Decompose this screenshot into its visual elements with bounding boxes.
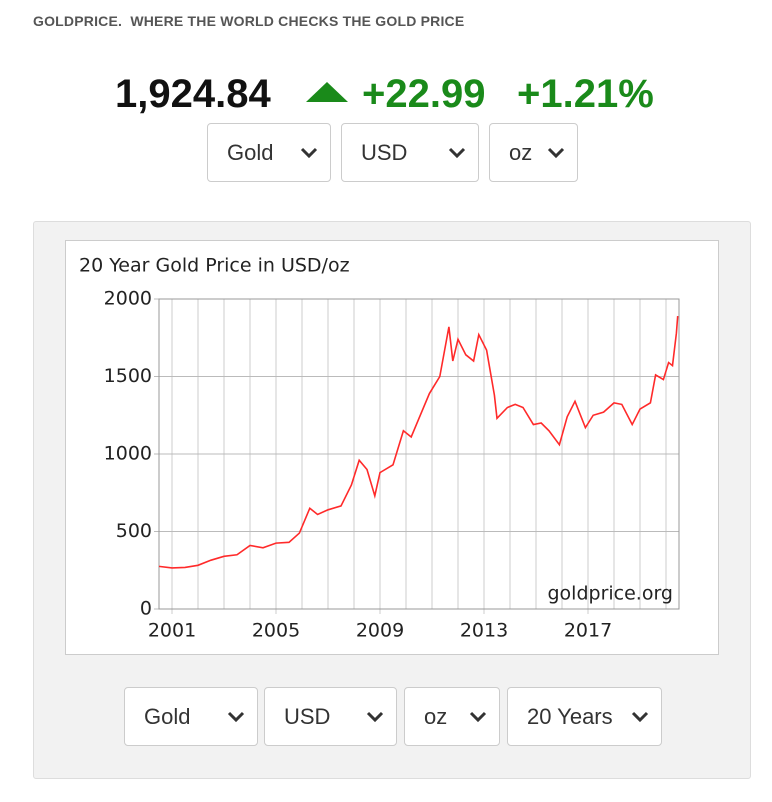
price-change: +22.99 xyxy=(362,72,486,116)
brand: GOLDPRICE. xyxy=(33,13,123,29)
y-tick-label: 1000 xyxy=(104,443,152,465)
x-tick-label: 2001 xyxy=(148,620,196,642)
select-text: USD xyxy=(284,703,331,729)
currency-select[interactable]: USD xyxy=(341,123,479,182)
select-text: oz xyxy=(424,703,448,729)
select-text: USD xyxy=(361,139,408,165)
tagline: WHERE THE WORLD CHECKS THE GOLD PRICE xyxy=(130,13,465,29)
x-tick-label: 2009 xyxy=(356,620,404,642)
chevron xyxy=(227,711,245,722)
select-text: Gold xyxy=(144,703,191,729)
price-value: 1,924.84 xyxy=(115,72,271,116)
unit-select[interactable]: oz xyxy=(404,687,500,746)
y-tick-label: 1500 xyxy=(104,365,152,387)
up-arrow xyxy=(306,82,348,102)
select-text: 20 Years xyxy=(527,703,613,729)
brand-line: GOLDPRICE. WHERE THE WORLD CHECKS THE GO… xyxy=(33,13,464,29)
watermark: goldprice.org xyxy=(547,583,673,605)
price-change-percent: +1.21% xyxy=(517,72,654,116)
price-line xyxy=(158,315,679,569)
chevron xyxy=(300,147,318,158)
metal-select[interactable]: Gold xyxy=(124,687,258,746)
chevron xyxy=(366,711,384,722)
select-text: oz xyxy=(509,139,533,165)
metal-select[interactable]: Gold xyxy=(207,123,331,182)
period-select[interactable]: 20 Years xyxy=(507,687,662,746)
y-tick-label: 500 xyxy=(116,520,152,542)
plot-border xyxy=(158,298,680,610)
chart: 20 Year Gold Price in USD/oz 2001 2005 200… xyxy=(65,240,719,655)
chevron xyxy=(547,147,565,158)
x-tick-label: 2013 xyxy=(460,620,508,642)
chevron xyxy=(469,711,487,722)
unit-select[interactable]: oz xyxy=(489,123,578,182)
chevron xyxy=(448,147,466,158)
y-tick-label: 0 xyxy=(140,598,152,620)
currency-select[interactable]: USD xyxy=(264,687,397,746)
select-text: Gold xyxy=(227,139,274,165)
chart-title: 20 Year Gold Price in USD/oz xyxy=(79,255,350,277)
x-tick-label: 2005 xyxy=(252,620,300,642)
y-tick-label: 2000 xyxy=(104,288,152,310)
chevron xyxy=(631,711,649,722)
x-tick-label: 2017 xyxy=(564,620,612,642)
